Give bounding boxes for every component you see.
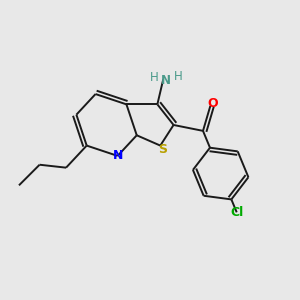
- Text: H: H: [174, 70, 183, 83]
- Text: N: N: [112, 149, 123, 162]
- Text: N: N: [161, 74, 171, 87]
- Text: O: O: [207, 97, 218, 110]
- Text: Cl: Cl: [230, 206, 243, 219]
- Text: H: H: [150, 71, 159, 84]
- Text: S: S: [158, 142, 167, 156]
